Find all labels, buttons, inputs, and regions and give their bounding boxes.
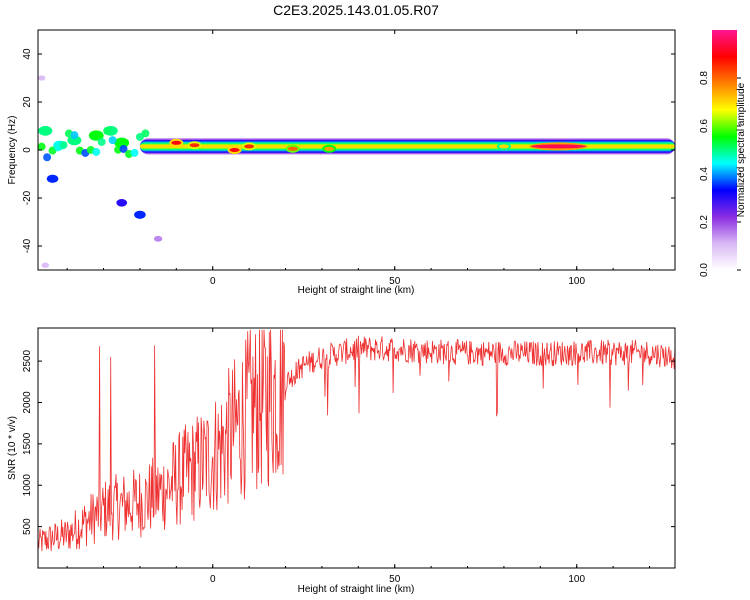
heatmap-cluster: [119, 144, 128, 153]
colorbar: 0.0 0.2 0.4 0.6 0.8 Normalized spectral ampl…: [699, 30, 747, 277]
colorbar-tick-label: 0.6: [699, 119, 710, 133]
x-tick-label: 100: [568, 574, 585, 585]
snr-y-axis: 500 1000 1500 2000 2500: [22, 350, 675, 535]
colorbar-gradient: [712, 30, 737, 270]
heatmap-cluster: [153, 235, 163, 242]
y-tick-label: 1000: [22, 474, 33, 497]
y-tick-label: -40: [22, 238, 33, 253]
heatmap-hotspot: [189, 143, 200, 148]
heatmap-cluster: [43, 153, 52, 162]
spectrogram-x-axis: 0 50 100: [66, 30, 651, 287]
heatmap-cluster: [88, 130, 104, 141]
heatmap-cluster: [67, 135, 82, 146]
spectrogram-y-label: Frequency (Hz): [7, 116, 18, 185]
colorbar-tick-label: 0.8: [699, 71, 710, 85]
heatmap-cluster: [38, 75, 46, 81]
heatmap-cluster: [38, 125, 53, 136]
heatmap-hotspot: [498, 144, 509, 149]
spectrogram-x-label: Height of straight line (km): [298, 285, 415, 296]
heatmap-hotspot: [171, 140, 182, 145]
heatmap-cluster: [46, 174, 59, 183]
snr-x-label: Height of straight line (km): [298, 584, 415, 595]
heatmap-cluster: [141, 129, 150, 138]
heatmap-hotspot: [244, 144, 255, 149]
snr-frame: [37, 327, 676, 569]
heatmap-hotspot: [531, 144, 586, 149]
heatmap-cluster: [103, 126, 112, 135]
heatmap-cluster: [114, 137, 130, 148]
y-tick-label: 0: [22, 147, 33, 153]
heatmap-cluster: [70, 131, 79, 140]
x-tick-label: 50: [389, 276, 401, 287]
heatmap-cluster: [116, 199, 128, 207]
colorbar-tick-label: 0.0: [699, 263, 710, 277]
heatmap-cluster: [134, 210, 146, 219]
y-tick-label: 500: [22, 518, 33, 535]
heatmap-cluster: [92, 147, 101, 156]
heatmap-cluster: [41, 262, 50, 268]
snr-x-axis: 0 50 100: [66, 328, 651, 585]
y-tick-label: 2500: [22, 350, 33, 373]
heatmap-cluster: [38, 142, 46, 151]
heatmap-band-layer: [139, 144, 675, 148]
heatmap-cluster: [108, 136, 117, 145]
x-tick-label: 100: [568, 276, 585, 287]
spectrogram-heatmap: [38, 75, 675, 268]
y-tick-label: 20: [22, 96, 33, 108]
snr-series-line: [38, 329, 675, 552]
page-title: C2E3.2025.143.01.05.R07: [273, 2, 439, 18]
spectrogram-y-axis: 40 20 0 -20 -40: [22, 48, 675, 253]
heatmap-hotspot: [324, 146, 335, 151]
colorbar-tick-label: 0.4: [699, 167, 710, 181]
colorbar-ticks: 0.0 0.2 0.4 0.6 0.8: [699, 71, 741, 277]
heatmap-cluster: [97, 137, 106, 146]
x-tick-label: 50: [389, 574, 401, 585]
snr-panel: 0 50 100 500 1000 1500 2000 2500 Height of str…: [7, 327, 676, 595]
spectrogram-panel: 0 50 100 40 20 0 -20 -40 Height of straight li…: [7, 29, 676, 296]
heatmap-hotspot: [287, 146, 298, 151]
x-tick-label: 0: [210, 574, 216, 585]
x-tick-label: 0: [210, 276, 216, 287]
y-tick-label: 1500: [22, 432, 33, 455]
snr-y-label: SNR (10 * v/v): [7, 416, 18, 480]
y-tick-label: -20: [22, 190, 33, 205]
heatmap-hotspot: [229, 148, 240, 152]
y-tick-label: 2000: [22, 391, 33, 414]
heatmap-cluster: [130, 148, 139, 157]
snr-plot-area: [38, 328, 675, 568]
heatmap-cluster: [59, 141, 68, 150]
colorbar-label: Normalized spectral amplitude: [736, 82, 747, 217]
colorbar-tick-label: 0.2: [699, 215, 710, 229]
y-tick-label: 40: [22, 48, 33, 60]
